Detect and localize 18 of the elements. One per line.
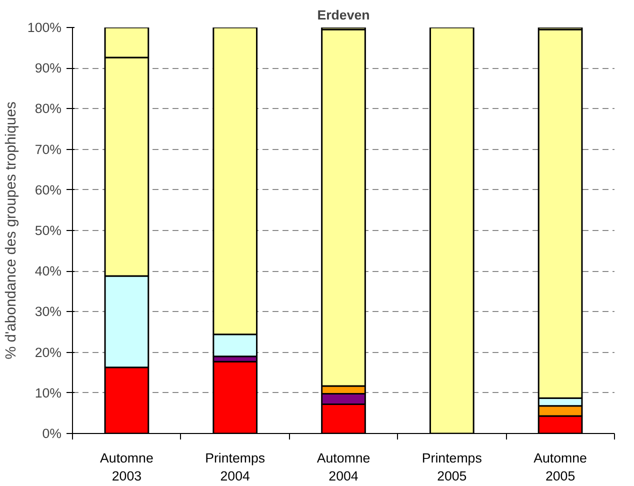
y-tick-label: 20% bbox=[34, 344, 62, 360]
y-tick-label: 70% bbox=[34, 142, 62, 157]
x-tick-label: Printemps 2004 bbox=[205, 450, 266, 484]
y-tick-label: 40% bbox=[34, 264, 62, 279]
y-tick-label: 0% bbox=[42, 426, 62, 441]
chart-title: Erdeven bbox=[317, 8, 370, 22]
y-tick-label: 10% bbox=[34, 385, 62, 400]
x-tick-label: Printemps 2005 bbox=[422, 450, 482, 484]
x-tick-label: Automne 2003 bbox=[100, 450, 154, 484]
y-tick-label: 60% bbox=[34, 182, 62, 198]
y-tick-label: 90% bbox=[34, 60, 62, 76]
y-tick-label: 80% bbox=[34, 101, 62, 116]
y-axis-title: % d'abondance des groupes trophiques bbox=[3, 102, 20, 360]
y-tick-label: 30% bbox=[34, 304, 62, 320]
x-tick-label: Automne 2004 bbox=[316, 450, 370, 484]
y-tick-label: 50% bbox=[34, 223, 62, 238]
x-tick-label: Automne 2005 bbox=[534, 450, 587, 484]
y-tick-label: 100% bbox=[27, 20, 62, 35]
